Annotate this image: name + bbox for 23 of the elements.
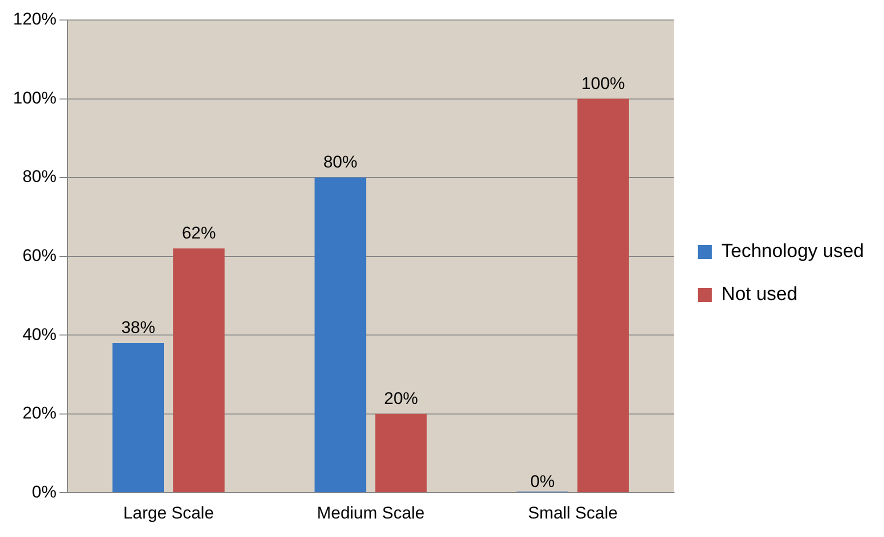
- y-tick-label: 80%: [22, 167, 56, 186]
- data-label: 62%: [182, 224, 216, 243]
- bar: [112, 342, 164, 492]
- data-label: 20%: [384, 389, 418, 408]
- data-label: 38%: [121, 318, 156, 338]
- y-tick-label: 120%: [12, 10, 56, 29]
- y-tick-label: 100%: [12, 88, 56, 108]
- bar: [314, 178, 366, 492]
- bar: [173, 248, 225, 492]
- y-tick-label: 60%: [22, 246, 56, 265]
- data-label: 0%: [530, 472, 555, 491]
- bar: [577, 98, 629, 492]
- x-tick-label: Medium Scale: [316, 503, 425, 522]
- data-label: 80%: [323, 152, 358, 172]
- y-tick-label: 40%: [22, 324, 56, 344]
- y-tick-label: 20%: [22, 404, 56, 423]
- x-tick-label: Small Scale: [528, 503, 618, 522]
- x-tick-label: Large Scale: [123, 503, 214, 522]
- bar: [375, 414, 427, 492]
- legend-label: Technology used: [721, 241, 864, 262]
- y-tick-label: 0%: [32, 482, 56, 502]
- data-label: 100%: [581, 74, 625, 93]
- legend-label: Not used: [721, 284, 798, 306]
